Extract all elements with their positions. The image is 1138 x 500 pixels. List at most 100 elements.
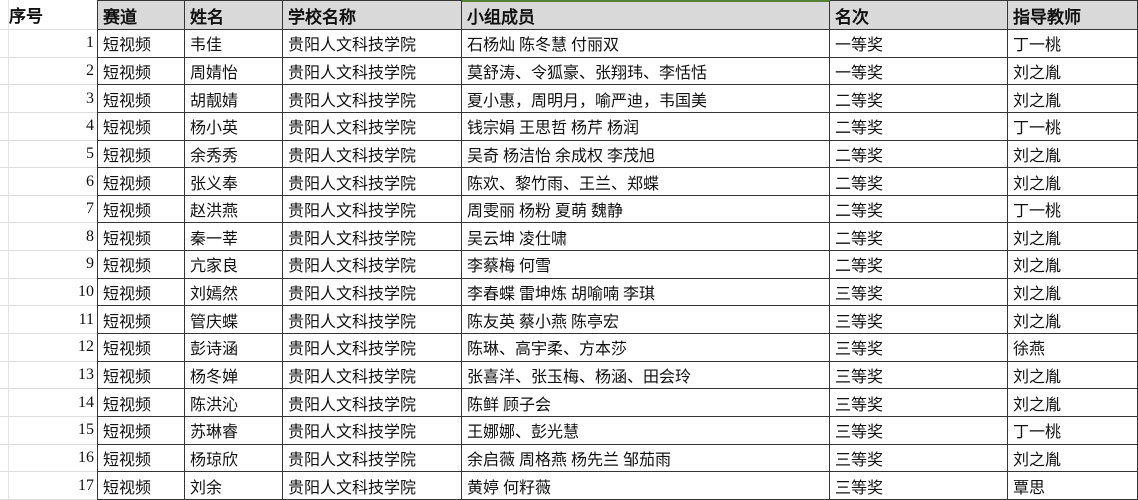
cell-rank[interactable]: 三等奖 bbox=[830, 472, 1008, 500]
cell-school[interactable]: 贵阳人文科技学院 bbox=[283, 251, 462, 279]
header-cell-seq[interactable]: 序号 bbox=[0, 0, 97, 30]
cell-school[interactable]: 贵阳人文科技学院 bbox=[283, 361, 462, 390]
cell-members[interactable]: 陈琳、高宇柔、方本莎 bbox=[462, 334, 830, 362]
header-cell-school[interactable]: 学校名称 bbox=[283, 0, 462, 30]
header-cell-teacher[interactable]: 指导教师 bbox=[1008, 0, 1138, 30]
cell-track[interactable]: 短视频 bbox=[97, 472, 185, 500]
cell-name[interactable]: 刘余 bbox=[185, 472, 283, 500]
cell-school[interactable]: 贵阳人文科技学院 bbox=[283, 444, 462, 473]
cell-seq[interactable]: 8 bbox=[0, 223, 97, 252]
cell-seq[interactable]: 14 bbox=[0, 389, 97, 417]
cell-school[interactable]: 贵阳人文科技学院 bbox=[283, 334, 462, 362]
cell-track[interactable]: 短视频 bbox=[97, 361, 185, 390]
cell-seq[interactable]: 10 bbox=[0, 278, 97, 307]
cell-teacher[interactable]: 刘之胤 bbox=[1008, 85, 1138, 113]
cell-seq[interactable]: 3 bbox=[0, 85, 97, 113]
cell-members[interactable]: 余启薇 周格燕 杨先兰 邹茄雨 bbox=[462, 444, 830, 473]
cell-rank[interactable]: 三等奖 bbox=[830, 444, 1008, 473]
cell-name[interactable]: 陈洪沁 bbox=[185, 389, 283, 417]
cell-seq[interactable]: 15 bbox=[0, 416, 97, 445]
cell-members[interactable]: 陈鲜 顾子会 bbox=[462, 389, 830, 417]
cell-school[interactable]: 贵阳人文科技学院 bbox=[283, 223, 462, 252]
cell-school[interactable]: 贵阳人文科技学院 bbox=[283, 57, 462, 86]
cell-name[interactable]: 杨冬婵 bbox=[185, 361, 283, 390]
cell-members[interactable]: 钱宗娟 王思哲 杨芹 杨润 bbox=[462, 112, 830, 141]
cell-members[interactable]: 陈欢、黎竹雨、王兰、郑蝶 bbox=[462, 168, 830, 196]
cell-track[interactable]: 短视频 bbox=[97, 85, 185, 113]
cell-members[interactable]: 黄婷 何籽薇 bbox=[462, 472, 830, 500]
cell-school[interactable]: 贵阳人文科技学院 bbox=[283, 195, 462, 224]
cell-members[interactable]: 吴奇 杨洁怡 余成权 李茂旭 bbox=[462, 140, 830, 169]
cell-teacher[interactable]: 刘之胤 bbox=[1008, 306, 1138, 335]
cell-rank[interactable]: 二等奖 bbox=[830, 168, 1008, 196]
cell-seq[interactable]: 6 bbox=[0, 168, 97, 196]
cell-school[interactable]: 贵阳人文科技学院 bbox=[283, 416, 462, 445]
cell-name[interactable]: 余秀秀 bbox=[185, 140, 283, 169]
cell-name[interactable]: 苏琳睿 bbox=[185, 416, 283, 445]
cell-seq[interactable]: 1 bbox=[0, 30, 97, 58]
cell-rank[interactable]: 二等奖 bbox=[830, 251, 1008, 279]
cell-school[interactable]: 贵阳人文科技学院 bbox=[283, 306, 462, 335]
cell-seq[interactable]: 5 bbox=[0, 140, 97, 169]
cell-rank[interactable]: 二等奖 bbox=[830, 195, 1008, 224]
cell-name[interactable]: 亢家良 bbox=[185, 251, 283, 279]
cell-track[interactable]: 短视频 bbox=[97, 251, 185, 279]
cell-track[interactable]: 短视频 bbox=[97, 195, 185, 224]
cell-track[interactable]: 短视频 bbox=[97, 140, 185, 169]
cell-rank[interactable]: 三等奖 bbox=[830, 361, 1008, 390]
cell-school[interactable]: 贵阳人文科技学院 bbox=[283, 168, 462, 196]
cell-seq[interactable]: 17 bbox=[0, 472, 97, 500]
cell-track[interactable]: 短视频 bbox=[97, 57, 185, 86]
cell-track[interactable]: 短视频 bbox=[97, 112, 185, 141]
cell-name[interactable]: 管庆蝶 bbox=[185, 306, 283, 335]
cell-name[interactable]: 胡靓婧 bbox=[185, 85, 283, 113]
cell-seq[interactable]: 4 bbox=[0, 112, 97, 141]
header-cell-track[interactable]: 赛道 bbox=[97, 0, 185, 30]
header-cell-members[interactable]: 小组成员 bbox=[462, 0, 830, 30]
cell-track[interactable]: 短视频 bbox=[97, 223, 185, 252]
cell-name[interactable]: 秦一莘 bbox=[185, 223, 283, 252]
cell-school[interactable]: 贵阳人文科技学院 bbox=[283, 389, 462, 417]
cell-teacher[interactable]: 丁一桃 bbox=[1008, 112, 1138, 141]
cell-teacher[interactable]: 刘之胤 bbox=[1008, 444, 1138, 473]
cell-name[interactable]: 韦佳 bbox=[185, 30, 283, 58]
cell-rank[interactable]: 三等奖 bbox=[830, 334, 1008, 362]
cell-school[interactable]: 贵阳人文科技学院 bbox=[283, 85, 462, 113]
cell-members[interactable]: 张喜洋、张玉梅、杨涵、田会玲 bbox=[462, 361, 830, 390]
cell-members[interactable]: 陈友英 蔡小燕 陈亭宏 bbox=[462, 306, 830, 335]
cell-members[interactable]: 夏小惠，周明月，喻严迪，韦国美 bbox=[462, 85, 830, 113]
cell-teacher[interactable]: 丁一桃 bbox=[1008, 416, 1138, 445]
cell-teacher[interactable]: 刘之胤 bbox=[1008, 168, 1138, 196]
cell-members[interactable]: 莫舒涛、令狐豪、张翔玮、李恬恬 bbox=[462, 57, 830, 86]
cell-members[interactable]: 李蔡梅 何雪 bbox=[462, 251, 830, 279]
cell-track[interactable]: 短视频 bbox=[97, 444, 185, 473]
cell-track[interactable]: 短视频 bbox=[97, 278, 185, 307]
cell-members[interactable]: 李春蝶 雷坤炼 胡喻喃 李琪 bbox=[462, 278, 830, 307]
cell-name[interactable]: 彭诗涵 bbox=[185, 334, 283, 362]
cell-rank[interactable]: 三等奖 bbox=[830, 278, 1008, 307]
cell-seq[interactable]: 12 bbox=[0, 334, 97, 362]
cell-name[interactable]: 刘嫣然 bbox=[185, 278, 283, 307]
cell-rank[interactable]: 二等奖 bbox=[830, 85, 1008, 113]
cell-rank[interactable]: 三等奖 bbox=[830, 389, 1008, 417]
cell-seq[interactable]: 9 bbox=[0, 251, 97, 279]
cell-school[interactable]: 贵阳人文科技学院 bbox=[283, 278, 462, 307]
cell-track[interactable]: 短视频 bbox=[97, 334, 185, 362]
cell-teacher[interactable]: 丁一桃 bbox=[1008, 195, 1138, 224]
cell-teacher[interactable]: 刘之胤 bbox=[1008, 223, 1138, 252]
cell-members[interactable]: 石杨灿 陈冬慧 付丽双 bbox=[462, 30, 830, 58]
cell-seq[interactable]: 7 bbox=[0, 195, 97, 224]
cell-name[interactable]: 杨琼欣 bbox=[185, 444, 283, 473]
cell-teacher[interactable]: 覃思 bbox=[1008, 472, 1138, 500]
cell-track[interactable]: 短视频 bbox=[97, 30, 185, 58]
cell-members[interactable]: 王娜娜、彭光慧 bbox=[462, 416, 830, 445]
cell-track[interactable]: 短视频 bbox=[97, 168, 185, 196]
cell-rank[interactable]: 一等奖 bbox=[830, 57, 1008, 86]
cell-name[interactable]: 张义奉 bbox=[185, 168, 283, 196]
cell-teacher[interactable]: 丁一桃 bbox=[1008, 30, 1138, 58]
cell-track[interactable]: 短视频 bbox=[97, 306, 185, 335]
cell-rank[interactable]: 三等奖 bbox=[830, 416, 1008, 445]
header-cell-rank[interactable]: 名次 bbox=[830, 0, 1008, 30]
cell-school[interactable]: 贵阳人文科技学院 bbox=[283, 140, 462, 169]
cell-rank[interactable]: 三等奖 bbox=[830, 306, 1008, 335]
